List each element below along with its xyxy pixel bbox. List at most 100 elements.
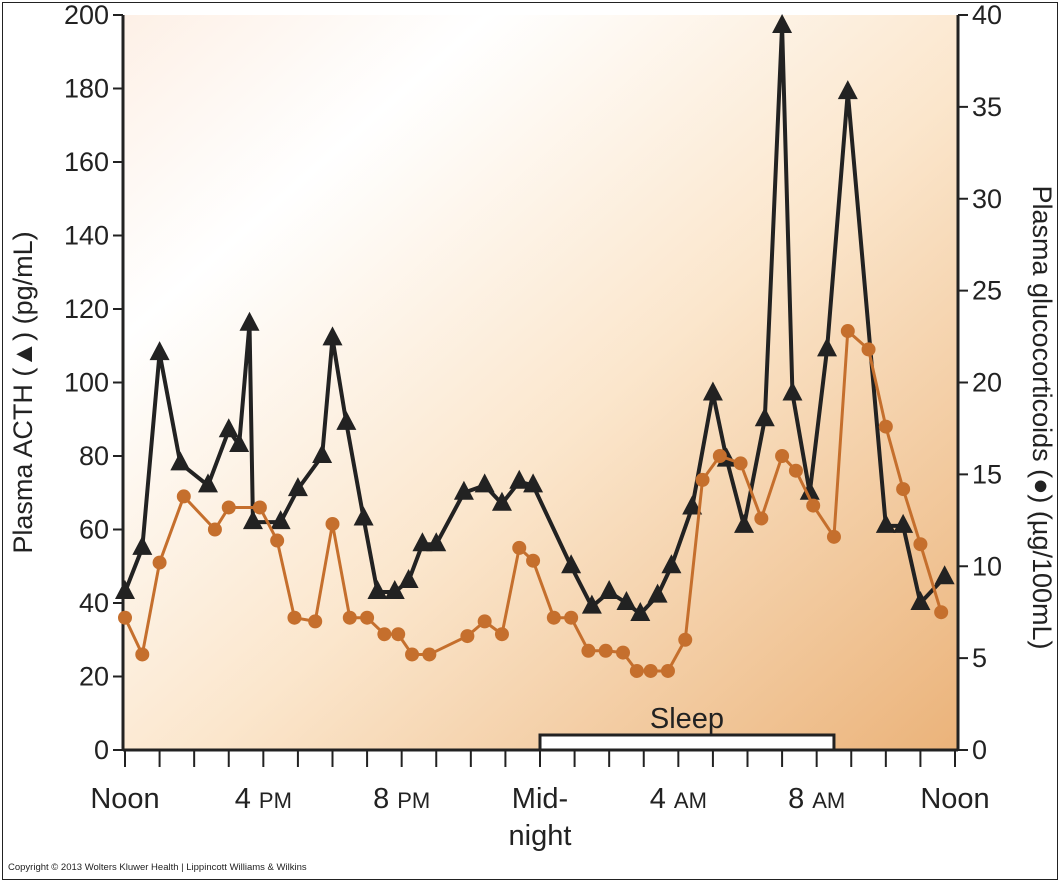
glucocorticoid-point xyxy=(477,614,492,629)
x-tick-label: 4 PM xyxy=(235,783,292,815)
left-tick-label: 180 xyxy=(64,74,109,104)
acth-point xyxy=(630,602,651,622)
acth-point xyxy=(270,510,291,530)
acth-point xyxy=(170,451,191,471)
acth-point xyxy=(682,495,703,515)
glucocorticoid-point xyxy=(512,540,527,555)
glucocorticoid-point xyxy=(754,511,769,526)
sleep-bar xyxy=(538,733,836,752)
glucocorticoid-point xyxy=(342,610,357,625)
glucocorticoid-point xyxy=(934,605,949,620)
acth-point xyxy=(218,418,239,438)
glucocorticoid-point xyxy=(152,555,167,570)
acth-point xyxy=(523,473,544,493)
glucocorticoid-point xyxy=(221,500,236,515)
right-tick-label: 40 xyxy=(972,0,1002,30)
acth-point xyxy=(491,491,512,511)
acth-point xyxy=(367,579,388,599)
glucocorticoid-point xyxy=(581,643,596,658)
glucocorticoid-point xyxy=(775,449,790,463)
acth-point xyxy=(661,554,682,574)
glucocorticoid-point xyxy=(494,627,509,642)
glucocorticoid-point xyxy=(325,516,340,531)
glucocorticoid-point xyxy=(826,529,841,544)
acth-line xyxy=(123,24,947,617)
acth-point xyxy=(734,513,755,533)
glucocorticoid-point xyxy=(660,663,675,678)
glucocorticoid-point xyxy=(629,663,644,678)
x-tick-label: Mid- xyxy=(512,783,568,815)
acth-point xyxy=(754,407,775,427)
glucocorticoid-point xyxy=(460,629,475,644)
glucocorticoid-point xyxy=(546,610,561,625)
acth-point xyxy=(782,381,803,401)
right-tick-label: 35 xyxy=(972,92,1002,122)
right-tick-label: 10 xyxy=(972,551,1002,581)
acth-point xyxy=(799,480,820,500)
left-axis-title: Plasma ACTH (▲) (pg/mL) xyxy=(8,231,38,553)
glucocorticoid-point xyxy=(252,500,267,515)
glucocorticoid-point xyxy=(861,342,876,357)
acth-point xyxy=(242,510,263,530)
glucocorticoid-point xyxy=(377,627,392,642)
glucocorticoid-point xyxy=(788,463,803,478)
glucocorticoid-point xyxy=(695,472,710,487)
right-tick-label: 0 xyxy=(972,735,987,765)
acth-point xyxy=(336,410,357,430)
acth-point xyxy=(322,326,343,346)
glucocorticoid-point xyxy=(840,324,855,339)
acth-point xyxy=(412,532,433,552)
left-tick-label: 80 xyxy=(79,441,109,471)
acth-point xyxy=(353,506,374,526)
acth-point xyxy=(893,513,914,533)
acth-point xyxy=(837,80,858,100)
right-tick-label: 5 xyxy=(972,643,987,673)
glucocorticoid-point xyxy=(616,645,630,660)
acth-point xyxy=(474,473,495,493)
x-tick-label: Noon xyxy=(920,783,989,815)
acth-point xyxy=(581,594,602,614)
right-axis-title: Plasma glucocorticoids (●) (µg/100mL) xyxy=(1027,185,1057,649)
acth-point xyxy=(287,477,308,497)
acth-point xyxy=(132,535,153,555)
x-tick-label: Noon xyxy=(90,783,159,815)
glucocorticoid-point xyxy=(405,647,420,662)
glucocorticoid-point xyxy=(391,627,406,642)
right-tick-label: 15 xyxy=(972,459,1002,489)
left-tick-label: 100 xyxy=(64,368,109,398)
acth-point xyxy=(616,591,637,610)
glucocorticoid-point xyxy=(712,449,727,463)
x-tick-label: 8 PM xyxy=(373,783,430,815)
acth-point xyxy=(934,565,955,585)
acth-point xyxy=(312,444,333,463)
left-tick-label: 200 xyxy=(64,0,109,30)
acth-point xyxy=(229,432,250,452)
left-tick-label: 140 xyxy=(64,221,109,251)
right-tick-label: 25 xyxy=(972,276,1002,306)
acth-point xyxy=(149,341,170,361)
acth-point xyxy=(817,337,838,357)
glucocorticoid-point xyxy=(360,610,375,625)
glucocorticoid-point xyxy=(678,632,693,647)
acth-point xyxy=(599,579,620,599)
x-tick-label: 8 AM xyxy=(788,783,845,815)
glucocorticoid-point xyxy=(308,614,323,629)
acth-point xyxy=(509,469,530,489)
acth-point xyxy=(875,513,896,533)
acth-point xyxy=(910,591,931,610)
left-tick-label: 160 xyxy=(64,147,109,177)
acth-point xyxy=(384,579,405,599)
right-tick-label: 30 xyxy=(972,184,1002,214)
acth-point xyxy=(647,583,668,603)
glucocorticoid-point xyxy=(643,663,658,678)
glucocorticoid-point xyxy=(564,610,579,625)
glucocorticoid-point xyxy=(207,522,222,537)
glucocorticoid-point xyxy=(913,537,928,552)
glucocorticoid-point xyxy=(118,610,132,625)
x-tick-label-line2: night xyxy=(509,820,572,852)
left-tick-label: 0 xyxy=(94,735,109,765)
right-tick-label: 20 xyxy=(972,368,1002,398)
glucocorticoid-point xyxy=(270,533,285,548)
acth-point xyxy=(115,579,135,599)
